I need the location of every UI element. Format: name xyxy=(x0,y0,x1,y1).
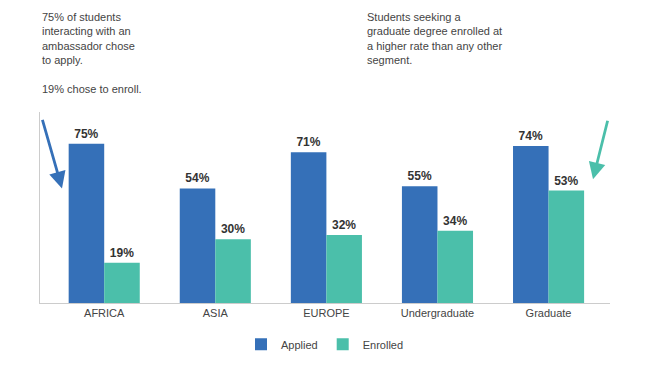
svg-text:71%: 71% xyxy=(296,135,320,149)
svg-text:EUROPE: EUROPE xyxy=(303,307,349,319)
svg-text:AFRICA: AFRICA xyxy=(84,307,125,319)
svg-text:55%: 55% xyxy=(408,169,432,183)
svg-text:74%: 74% xyxy=(519,129,543,143)
svg-text:30%: 30% xyxy=(221,222,245,236)
svg-text:Applied: Applied xyxy=(281,339,318,351)
svg-text:34%: 34% xyxy=(443,214,467,228)
svg-text:Undergraduate: Undergraduate xyxy=(401,307,474,319)
svg-text:75% of studentsinteracting wit: 75% of studentsinteracting with anambass… xyxy=(42,11,142,95)
svg-text:75%: 75% xyxy=(74,127,98,141)
svg-text:19%: 19% xyxy=(110,246,134,260)
svg-text:Students seeking agraduate deg: Students seeking agraduate degree enroll… xyxy=(367,11,502,66)
svg-text:ASIA: ASIA xyxy=(203,307,229,319)
svg-text:53%: 53% xyxy=(554,174,578,188)
svg-text:Graduate: Graduate xyxy=(526,307,572,319)
svg-text:54%: 54% xyxy=(185,171,209,185)
svg-text:Enrolled: Enrolled xyxy=(363,339,403,351)
svg-text:32%: 32% xyxy=(332,218,356,232)
